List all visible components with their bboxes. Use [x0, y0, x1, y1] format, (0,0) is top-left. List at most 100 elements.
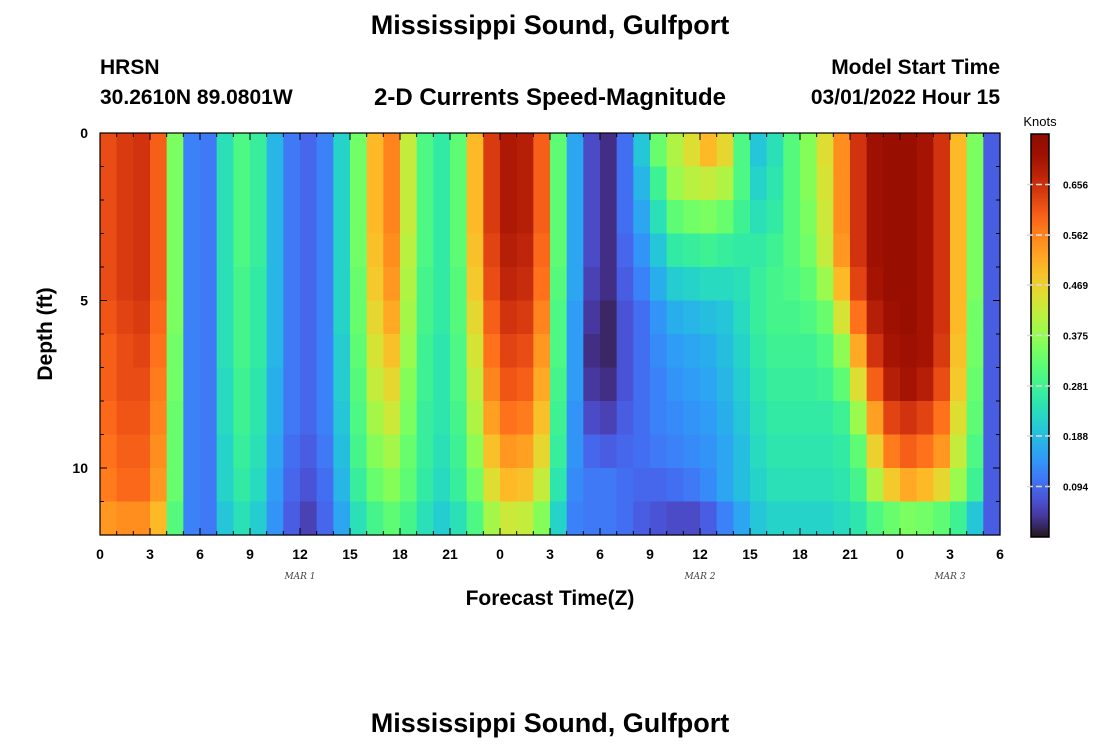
heatmap-cell: [133, 300, 151, 335]
heatmap-cell: [316, 334, 334, 369]
heatmap-cell: [866, 434, 884, 469]
heatmap-cell: [333, 367, 351, 402]
heatmap-cell: [733, 166, 751, 201]
heatmap-cell: [800, 334, 818, 369]
heatmap-cell: [350, 200, 368, 235]
x-tick-label: 12: [692, 546, 708, 562]
heatmap-cell: [166, 233, 184, 268]
heatmap-cell: [650, 501, 668, 536]
heatmap-cell: [400, 367, 418, 402]
heatmap-cell: [200, 300, 218, 335]
heatmap-cell: [383, 468, 401, 503]
heatmap-cell: [466, 468, 484, 503]
heatmap-cell: [733, 133, 751, 168]
heatmap-cell: [883, 334, 901, 369]
station-coordinates: 30.2610N 89.0801W: [100, 86, 293, 109]
heatmap-cell: [133, 434, 151, 469]
heatmap-cell: [483, 434, 501, 469]
heatmap-cell: [233, 367, 251, 402]
heatmap-cell: [633, 367, 651, 402]
heatmap-cell: [466, 434, 484, 469]
heatmap-cell: [383, 200, 401, 235]
heatmap-cell: [383, 434, 401, 469]
heatmap-cell: [216, 468, 234, 503]
heatmap-cell: [483, 334, 501, 369]
heatmap-cell: [683, 468, 701, 503]
heatmap-cell: [683, 233, 701, 268]
x-tick-label: 9: [246, 546, 254, 562]
heatmap-cell: [233, 334, 251, 369]
x-tick-label: 3: [146, 546, 154, 562]
heatmap-cell: [700, 267, 718, 302]
heatmap-cell: [550, 233, 568, 268]
heatmap-cell: [133, 166, 151, 201]
heatmap-cell: [683, 300, 701, 335]
heatmap-cell: [933, 233, 951, 268]
heatmap-cell: [433, 267, 451, 302]
heatmap-cell: [116, 501, 134, 536]
heatmap-cell: [733, 200, 751, 235]
heatmap-cell: [666, 501, 684, 536]
heatmap-cell: [600, 133, 618, 168]
x-axis-label: Forecast Time(Z): [466, 587, 635, 610]
colorbar-tick-label: 0.188: [1063, 432, 1088, 443]
heatmap-cell: [316, 233, 334, 268]
heatmap-cell: [266, 468, 284, 503]
heatmap-cell: [850, 434, 868, 469]
heatmap-cell: [166, 501, 184, 536]
heatmap-cell: [133, 401, 151, 436]
heatmap-cell: [316, 401, 334, 436]
heatmap-cell: [116, 334, 134, 369]
heatmap-cell: [400, 267, 418, 302]
heatmap-cell: [566, 501, 584, 536]
heatmap-cell: [833, 501, 851, 536]
heatmap-cell: [316, 267, 334, 302]
heatmap-cell: [650, 334, 668, 369]
heatmap-cell: [950, 300, 968, 335]
heatmap-cell: [766, 501, 784, 536]
colorbar-tick-label: 0.281: [1063, 382, 1088, 393]
heatmap-cell: [983, 468, 1001, 503]
heatmap-cell: [733, 267, 751, 302]
heatmap-cell: [466, 200, 484, 235]
heatmap-cell: [616, 300, 634, 335]
heatmap-cell: [250, 501, 268, 536]
heatmap-cell: [433, 468, 451, 503]
x-tick-label: 6: [196, 546, 204, 562]
heatmap-cell: [950, 133, 968, 168]
heatmap-cell: [966, 300, 984, 335]
heatmap-cell: [116, 233, 134, 268]
heatmap-cell: [600, 166, 618, 201]
heatmap-cell: [500, 501, 518, 536]
heatmap-cell: [150, 468, 168, 503]
heatmap-cell: [250, 367, 268, 402]
heatmap-cell: [200, 233, 218, 268]
heatmap-cell: [800, 133, 818, 168]
heatmap-cell: [550, 367, 568, 402]
heatmap-cell: [333, 401, 351, 436]
heatmap-cell: [483, 367, 501, 402]
heatmap-cell: [983, 267, 1001, 302]
heatmap-cell: [983, 133, 1001, 168]
colorbar-tick-label: 0.375: [1063, 332, 1088, 343]
heatmap-cell: [983, 233, 1001, 268]
heatmap-cell: [516, 166, 534, 201]
heatmap-cell: [383, 300, 401, 335]
x-tick-label: 6: [596, 546, 604, 562]
heatmap-cell: [266, 300, 284, 335]
heatmap-cell: [200, 367, 218, 402]
heatmap-cell: [950, 501, 968, 536]
heatmap-cell: [600, 334, 618, 369]
x-tick-label: 21: [442, 546, 458, 562]
heatmap-cell: [883, 401, 901, 436]
heatmap-cell: [950, 367, 968, 402]
heatmap-cell: [283, 233, 301, 268]
heatmap-cell: [533, 200, 551, 235]
heatmap-cell: [366, 200, 384, 235]
heatmap-cell: [900, 133, 918, 168]
heatmap-cell: [783, 267, 801, 302]
heatmap-cell: [750, 166, 768, 201]
heatmap-cell: [416, 300, 434, 335]
heatmap-cell: [516, 468, 534, 503]
x-tick-label: 15: [342, 546, 358, 562]
